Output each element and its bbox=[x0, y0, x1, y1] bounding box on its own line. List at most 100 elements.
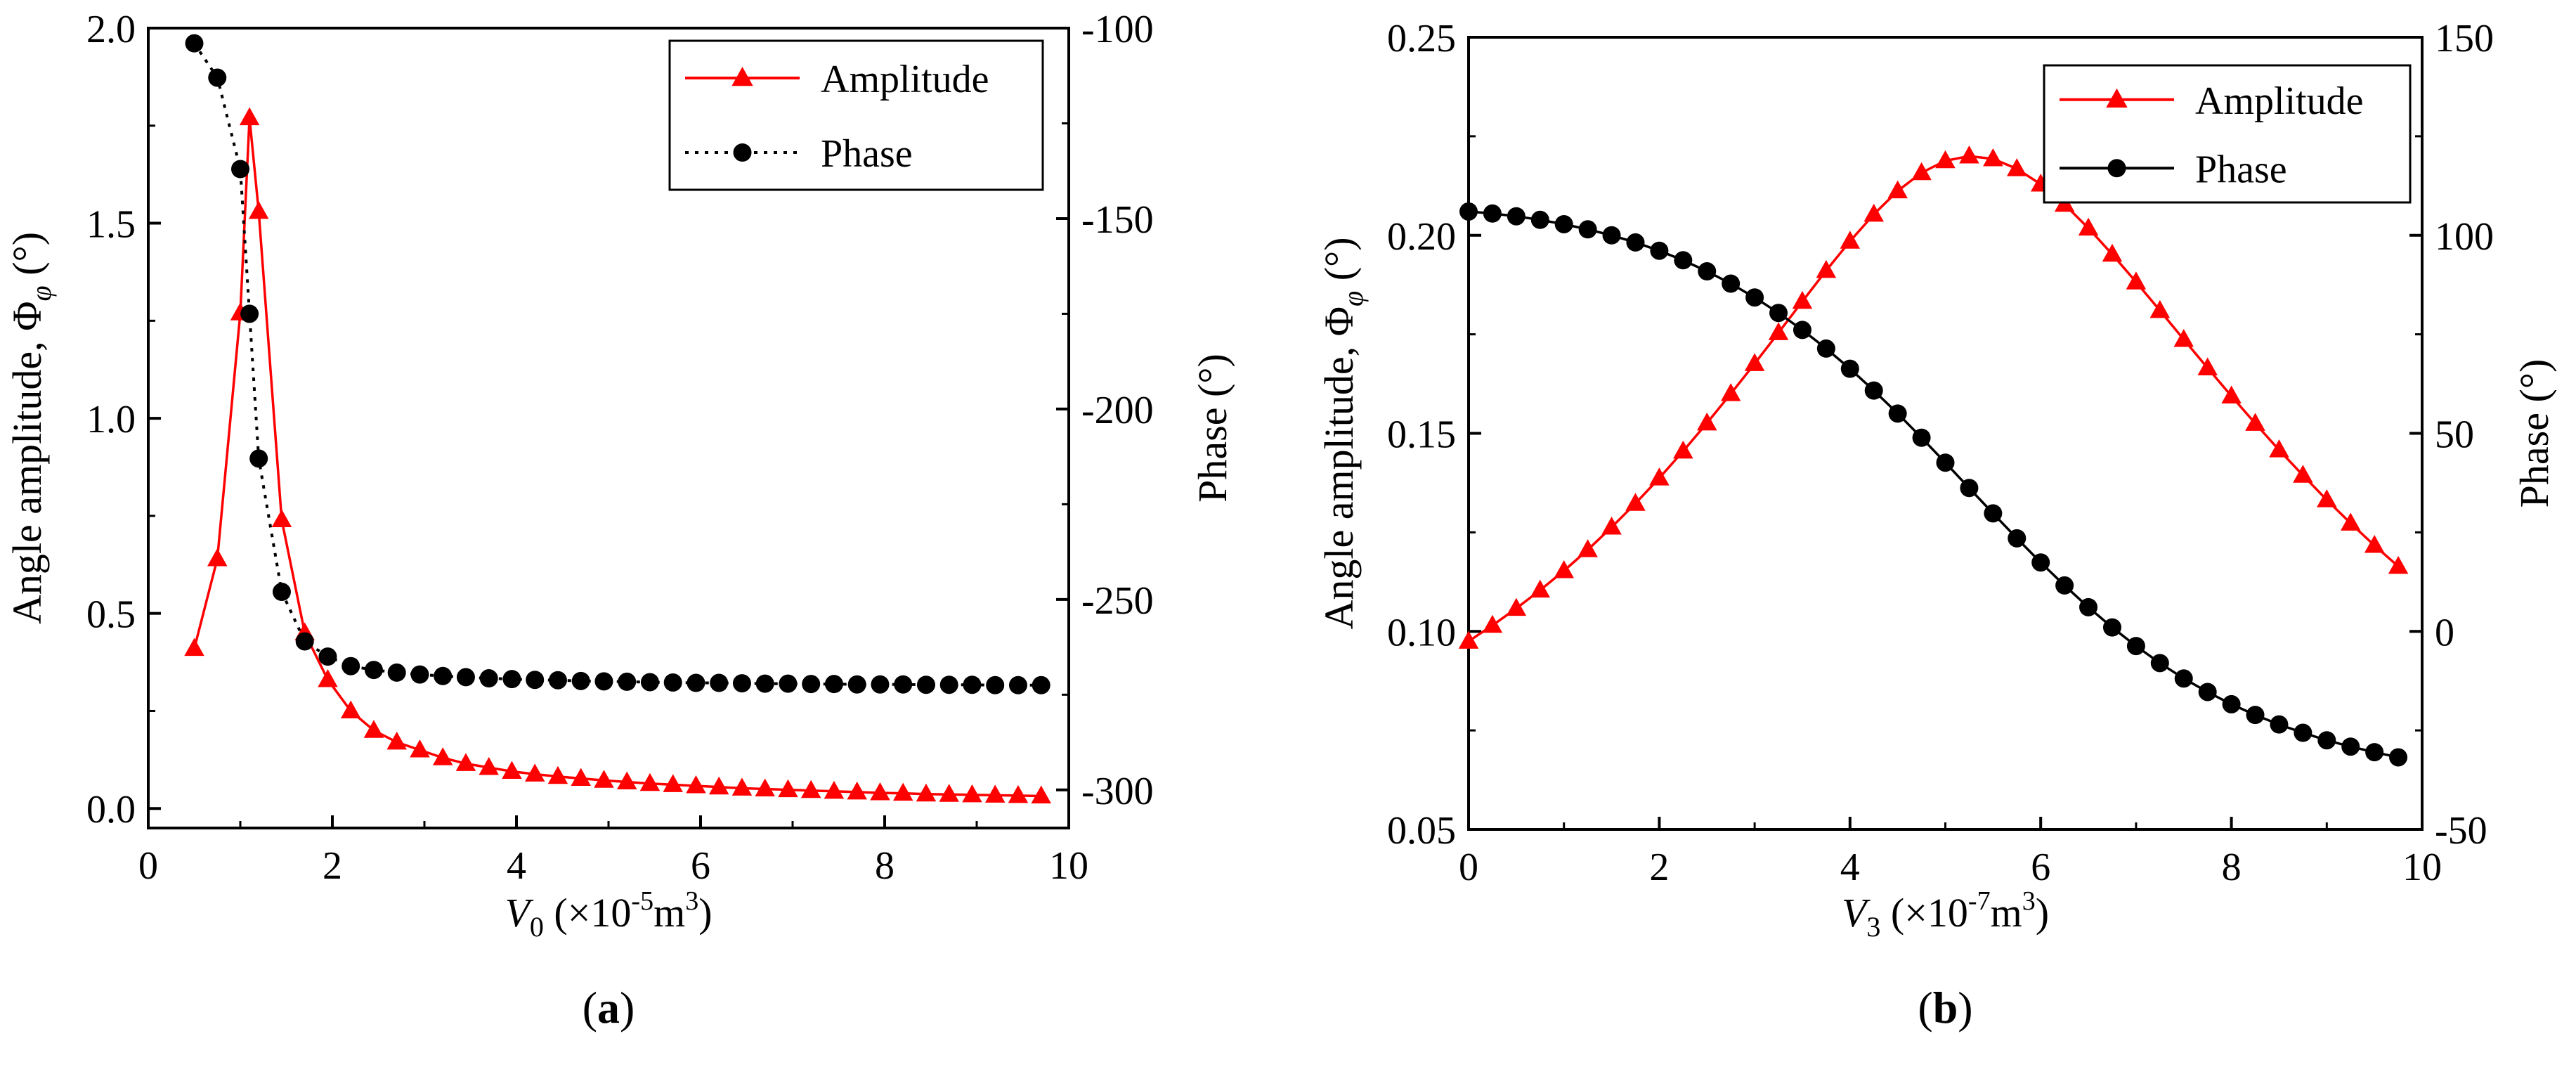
amplitude-point bbox=[2269, 439, 2289, 458]
y-left-tick-label: 1.5 bbox=[86, 203, 136, 247]
phase-point bbox=[2150, 654, 2169, 673]
x-tick-label: 6 bbox=[2031, 846, 2050, 889]
amplitude-point bbox=[800, 780, 821, 798]
x-axis-exp2: 3 bbox=[2022, 886, 2036, 916]
phase-point bbox=[1698, 262, 1717, 281]
phase-point bbox=[1840, 359, 1859, 378]
amplitude-point bbox=[2007, 158, 2027, 176]
panel-label-close: ) bbox=[1958, 983, 1972, 1033]
amplitude-point bbox=[1840, 231, 1861, 249]
x-axis-var: V bbox=[505, 890, 534, 936]
amplitude-point bbox=[239, 107, 260, 126]
x-tick-label: 0 bbox=[138, 844, 158, 888]
amplitude-point bbox=[731, 777, 753, 796]
phase-point bbox=[1008, 675, 1027, 694]
y-left-label-text: Angle amplitude, Φ bbox=[1316, 306, 1362, 630]
phase-point bbox=[1864, 381, 1883, 400]
phase-point bbox=[1032, 675, 1050, 694]
phase-point bbox=[1960, 479, 1979, 498]
panel-label: (a) bbox=[583, 983, 635, 1033]
y-right-tick-label: -50 bbox=[2435, 809, 2487, 853]
y-left-tick-label: 0.15 bbox=[1387, 413, 1456, 457]
x-axis-unit-m: m bbox=[1991, 890, 2022, 936]
y-left-tick-label: 2.0 bbox=[86, 8, 136, 51]
phase-point bbox=[1984, 504, 2003, 523]
amplitude-point bbox=[1697, 412, 1717, 431]
amplitude-point bbox=[1863, 203, 1884, 222]
x-tick-label: 10 bbox=[2402, 846, 2442, 889]
phase-point bbox=[1674, 251, 1693, 270]
amplitude-point bbox=[2221, 385, 2242, 404]
phase-point bbox=[1936, 453, 1955, 472]
amplitude-point bbox=[708, 776, 729, 795]
phase-point bbox=[1888, 404, 1907, 423]
amplitude-point bbox=[916, 783, 937, 802]
amplitude-point bbox=[2102, 243, 2123, 262]
legend-label: Amplitude bbox=[821, 58, 989, 101]
amplitude-point bbox=[1008, 784, 1029, 803]
phase-point bbox=[2365, 743, 2384, 762]
y-right-tick-label: -250 bbox=[1081, 579, 1154, 623]
amplitude-point bbox=[1887, 180, 1908, 199]
amplitude-point bbox=[1601, 517, 1622, 535]
phase-point bbox=[208, 68, 227, 87]
amplitude-point bbox=[686, 775, 706, 794]
phase-point bbox=[240, 304, 259, 323]
phase-point bbox=[963, 675, 982, 694]
amplitude-point bbox=[502, 761, 522, 780]
panel-label-open: ( bbox=[583, 983, 597, 1033]
phase-point bbox=[2246, 706, 2265, 725]
y-right-axis-label: Phase (°) bbox=[1190, 354, 1235, 503]
x-axis-exp: -5 bbox=[631, 886, 653, 916]
phase-point bbox=[2008, 529, 2027, 548]
amplitude-point bbox=[571, 768, 591, 786]
y-left-axis-label: Angle amplitude, Φφ (°) bbox=[1316, 237, 1369, 629]
phase-point bbox=[1793, 321, 1811, 340]
phase-point bbox=[618, 672, 637, 691]
phase-point bbox=[2317, 731, 2336, 750]
amplitude-point bbox=[1959, 146, 1979, 164]
phase-point bbox=[1554, 214, 1573, 233]
panel-label-open: ( bbox=[1918, 983, 1932, 1033]
phase-point bbox=[231, 160, 249, 179]
phase-point bbox=[2341, 737, 2360, 756]
phase-point bbox=[594, 672, 613, 691]
phase-point bbox=[1483, 204, 1502, 223]
amplitude-point bbox=[639, 772, 661, 791]
phase-point bbox=[779, 674, 798, 693]
amplitude-point bbox=[1983, 148, 2003, 167]
amplitude-point bbox=[1031, 785, 1051, 803]
amplitude-point bbox=[2317, 489, 2337, 507]
phase-point bbox=[1602, 226, 1621, 245]
phase-point bbox=[824, 675, 843, 694]
phase-point bbox=[1459, 202, 1478, 221]
amplitude-point bbox=[778, 779, 798, 798]
x-tick-label: 4 bbox=[507, 844, 526, 888]
amplitude-point bbox=[939, 784, 959, 802]
y-left-label-unit: (°) bbox=[1316, 237, 1362, 290]
x-tick-label: 8 bbox=[2222, 846, 2242, 889]
phase-point bbox=[1722, 274, 1741, 293]
x-tick-label: 0 bbox=[1459, 846, 1478, 889]
y-right-tick-label: -200 bbox=[1081, 389, 1154, 432]
phase-point bbox=[1578, 220, 1597, 239]
phase-point bbox=[249, 449, 268, 468]
phase-point bbox=[732, 674, 751, 693]
amplitude-point bbox=[1482, 614, 1503, 633]
amplitude-point bbox=[2149, 299, 2171, 318]
amplitude-point bbox=[892, 782, 913, 801]
x-axis-var: V bbox=[1842, 890, 1871, 936]
y-left-tick-label: 0.25 bbox=[1387, 17, 1456, 60]
phase-point bbox=[1507, 207, 1526, 226]
panel-label: (b) bbox=[1918, 983, 1972, 1033]
phase-point bbox=[1626, 233, 1645, 252]
y-right-axis-label: Phase (°) bbox=[2511, 359, 2557, 508]
y-left-tick-label: 0.20 bbox=[1387, 215, 1456, 259]
phase-point bbox=[456, 668, 475, 687]
amplitude-point bbox=[547, 765, 568, 784]
legend-label: Phase bbox=[2195, 148, 2287, 191]
chart-b: 0 2 4 6 8 10 0.05 0.10 0.15 0.20 0.25 -50 0 50 100 150 A… bbox=[1316, 17, 2557, 1033]
series-amplitude bbox=[1458, 146, 2409, 649]
phase-line bbox=[1468, 210, 2399, 759]
amplitude-point bbox=[2173, 328, 2194, 347]
